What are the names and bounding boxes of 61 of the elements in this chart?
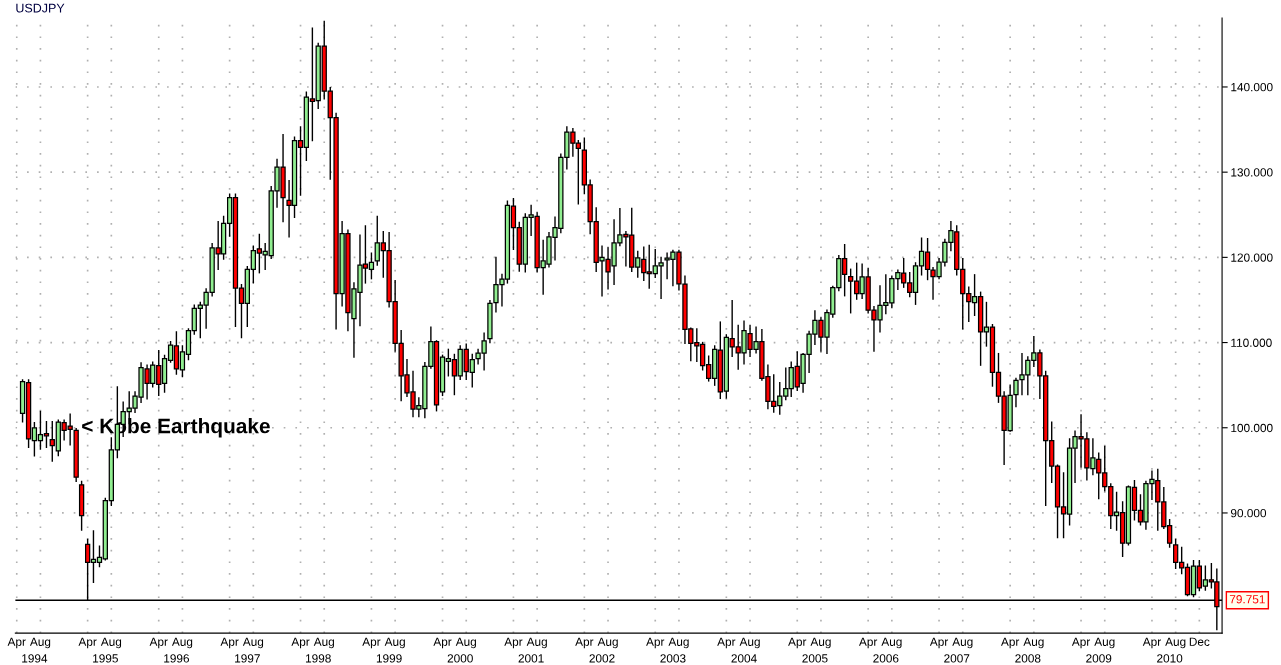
x-tick-label: Aug: [455, 637, 476, 649]
chart-title: USDJPY: [16, 3, 65, 13]
x-tick-label: Apr: [788, 637, 807, 649]
x-tick-label: Aug: [952, 637, 973, 649]
y-tick-label: 120.000: [1231, 253, 1273, 262]
x-tick-label: Apr: [362, 637, 381, 649]
x-tick-label: Apr: [504, 637, 523, 649]
x2-tick-label: 1995: [93, 654, 118, 663]
x2-tick-label: 1998: [305, 654, 331, 663]
x2-tick-label: 2006: [873, 654, 899, 663]
x2-tick-label: 2004: [731, 654, 757, 663]
x-tick-label: Apr: [1000, 637, 1020, 649]
x-tick-label: Aug: [881, 637, 902, 649]
candlestick: [1013, 377, 1019, 408]
x-tick-label: Aug: [171, 637, 193, 649]
x-tick-label: Apr: [858, 637, 878, 649]
x-tick-label: Apr: [291, 637, 310, 649]
y-tick-label: 130.000: [1231, 168, 1273, 177]
x-tick-label: Apr: [575, 637, 594, 649]
x2-tick-label: 2000: [447, 654, 473, 663]
x-tick-label: Aug: [597, 637, 618, 649]
x-tick-label: Aug: [1023, 637, 1044, 649]
x-tick-label: Aug: [242, 637, 264, 649]
x-tick-label: Aug: [313, 637, 334, 649]
x-tick-label: Aug: [739, 637, 760, 649]
x-tick-label: Apr: [929, 637, 949, 649]
x-tick-label: Apr: [646, 637, 665, 649]
x-tick-label: Apr: [1071, 637, 1091, 649]
x-tick-label: Apr: [1142, 637, 1161, 649]
y-tick-label: 140.000: [1231, 83, 1273, 92]
ref-line-label: 79.751: [1229, 595, 1265, 604]
x2-tick-label: 2009: [1086, 654, 1112, 663]
x2-tick-label: 2003: [660, 654, 686, 663]
x-tick-label: Aug: [29, 637, 51, 649]
x-tick-label: Aug: [1165, 637, 1186, 649]
x-tick-label: Dec: [1189, 637, 1210, 646]
x-tick-label: Apr: [220, 637, 239, 649]
x-tick-label: Aug: [526, 637, 547, 649]
x2-tick-label: 2008: [1015, 654, 1041, 663]
x-tick-label: Aug: [384, 637, 405, 649]
x2-tick-label: 1999: [376, 654, 402, 663]
x-tick-label: Apr: [433, 637, 452, 649]
y-tick-label: 110.000: [1231, 338, 1272, 347]
x2-tick-label: 1996: [164, 654, 190, 663]
x-tick-label: Aug: [100, 637, 122, 649]
x2-tick-label: 2010: [1157, 654, 1183, 663]
x2-tick-label: 2005: [802, 654, 828, 663]
y-tick-label: 100.000: [1231, 423, 1273, 433]
x-tick-label: Aug: [668, 637, 689, 649]
x-tick-label: Apr: [78, 637, 97, 649]
x2-tick-label: 2001: [518, 654, 544, 663]
y-tick-label: 90.000: [1230, 508, 1267, 518]
x-tick-label: Apr: [7, 637, 26, 649]
x-tick-label: Apr: [149, 637, 168, 649]
x2-tick-label: 1994: [22, 654, 48, 663]
x-tick-label: Apr: [717, 637, 736, 649]
x2-tick-label: 2007: [944, 654, 970, 663]
x-tick-label: Aug: [1094, 637, 1115, 649]
x2-tick-label: 2002: [589, 654, 615, 663]
x-tick-label: Aug: [810, 637, 831, 649]
x2-tick-label: 1997: [235, 654, 260, 663]
